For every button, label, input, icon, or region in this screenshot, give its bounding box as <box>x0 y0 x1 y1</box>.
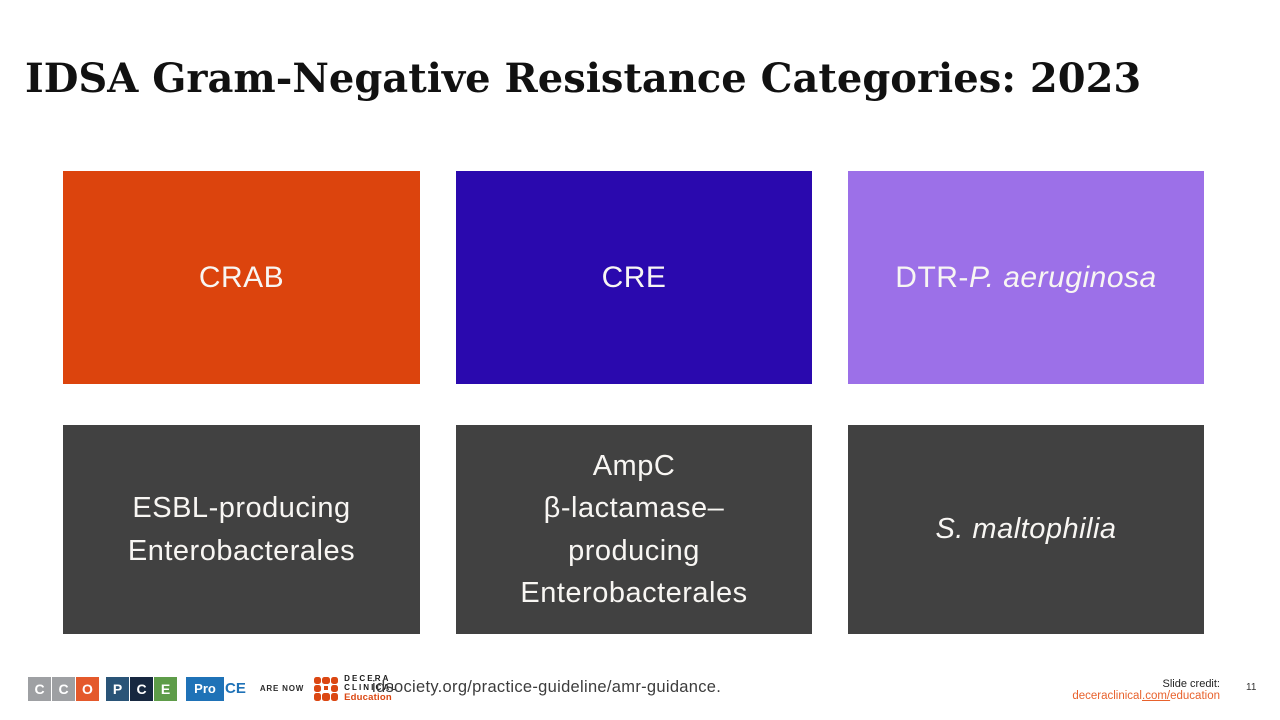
slide-credit-label: Slide credit: <box>1162 678 1220 690</box>
proce-ce-text: CE <box>225 680 246 697</box>
pce-letter-2: C <box>130 676 153 701</box>
cco-letter-3: O <box>76 676 99 701</box>
footer-logo-strip: C C O P C E Pro CE ARE NOW DECERA CLINIC… <box>28 674 398 703</box>
slide-credit-link[interactable]: deceraclinical.com/education <box>1072 690 1220 702</box>
category-label-crab: CRAB <box>198 260 285 294</box>
category-label-esbl: ESBL-producing Enterobacterales <box>127 492 356 567</box>
category-label-dtr-p-aeruginosa: DTR-P. aeruginosa <box>895 260 1157 294</box>
page-title: IDSA Gram-Negative Resistance Categories… <box>25 55 1142 102</box>
pce-letter-3: E <box>154 676 177 701</box>
category-box-crab: CRAB <box>63 171 420 384</box>
decera-wordmark: DECERA CLINICAL Education <box>344 674 399 703</box>
pce-letter-1: P <box>106 676 129 701</box>
cco-letter-1: C <box>28 676 51 701</box>
cco-letter-2: C <box>52 676 75 701</box>
category-box-ampc: AmpC β-lactamase– producing Enterobacter… <box>456 425 812 634</box>
cco-logo: C C O <box>28 676 99 701</box>
category-grid: CRAB CRE DTR-P. aeruginosa ESBL-producin… <box>63 171 1204 634</box>
category-label-ampc: AmpC β-lactamase– producing Enterobacter… <box>520 450 748 609</box>
category-box-dtr-p-aeruginosa: DTR-P. aeruginosa <box>848 171 1204 384</box>
proce-pro-block: Pro <box>186 676 224 701</box>
pce-logo: P C E <box>106 676 177 701</box>
proce-logo: Pro CE <box>186 676 246 701</box>
guideline-url-text: idsociety.org/practice-guideline/amr-gui… <box>372 678 722 696</box>
category-box-esbl: ESBL-producing Enterobacterales <box>63 425 420 634</box>
slide-credit: Slide credit: deceraclinical.com/educati… <box>1072 678 1220 702</box>
category-box-s-maltophilia: S. maltophilia <box>848 425 1204 634</box>
decera-flower-icon <box>314 676 339 701</box>
decera-logo: DECERA CLINICAL Education <box>314 674 398 703</box>
category-box-cre: CRE <box>456 171 812 384</box>
are-now-label: ARE NOW <box>259 684 305 693</box>
page-number: 11 <box>1246 682 1257 693</box>
category-label-s-maltophilia: S. maltophilia <box>935 513 1117 546</box>
category-label-cre: CRE <box>601 260 667 294</box>
